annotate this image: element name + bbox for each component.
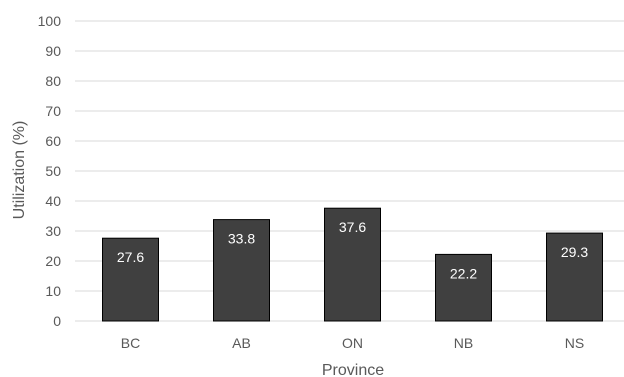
x-axis-ticks: BC AB ON NB NS xyxy=(121,335,584,351)
y-axis-ticks: 0 10 20 30 40 50 60 70 80 90 100 xyxy=(38,13,62,329)
data-label-on: 37.6 xyxy=(339,219,366,235)
y-tick-label: 10 xyxy=(45,283,61,299)
data-labels: 27.6 33.8 37.6 22.2 29.3 xyxy=(117,219,588,281)
data-label-ns: 29.3 xyxy=(561,244,588,260)
y-tick-label: 20 xyxy=(45,253,61,269)
bar-ab xyxy=(213,219,270,322)
y-tick-label: 0 xyxy=(53,313,61,329)
bars xyxy=(102,207,603,322)
bar-ns xyxy=(546,232,603,322)
data-label-ab: 33.8 xyxy=(228,231,255,247)
data-label-nb: 22.2 xyxy=(450,265,477,281)
y-tick-label: 60 xyxy=(45,133,61,149)
y-tick-label: 80 xyxy=(45,73,61,89)
y-axis-title: Utilization (%) xyxy=(11,121,28,220)
y-tick-label: 40 xyxy=(45,193,61,209)
y-tick-label: 70 xyxy=(45,103,61,119)
y-tick-label: 30 xyxy=(45,223,61,239)
x-tick-label-ns: NS xyxy=(565,335,584,351)
x-tick-label-on: ON xyxy=(342,335,363,351)
data-label-bc: 27.6 xyxy=(117,249,144,265)
y-tick-label: 50 xyxy=(45,163,61,179)
bar-on xyxy=(324,207,381,322)
bar-nb xyxy=(435,253,492,322)
x-tick-label-nb: NB xyxy=(454,335,473,351)
gridlines xyxy=(75,20,624,322)
y-tick-label: 100 xyxy=(38,13,62,29)
y-tick-label: 90 xyxy=(45,43,61,59)
x-axis-title: Province xyxy=(322,362,384,377)
x-tick-label-bc: BC xyxy=(121,335,140,351)
bar-bc xyxy=(102,237,159,322)
x-tick-label-ab: AB xyxy=(232,335,251,351)
